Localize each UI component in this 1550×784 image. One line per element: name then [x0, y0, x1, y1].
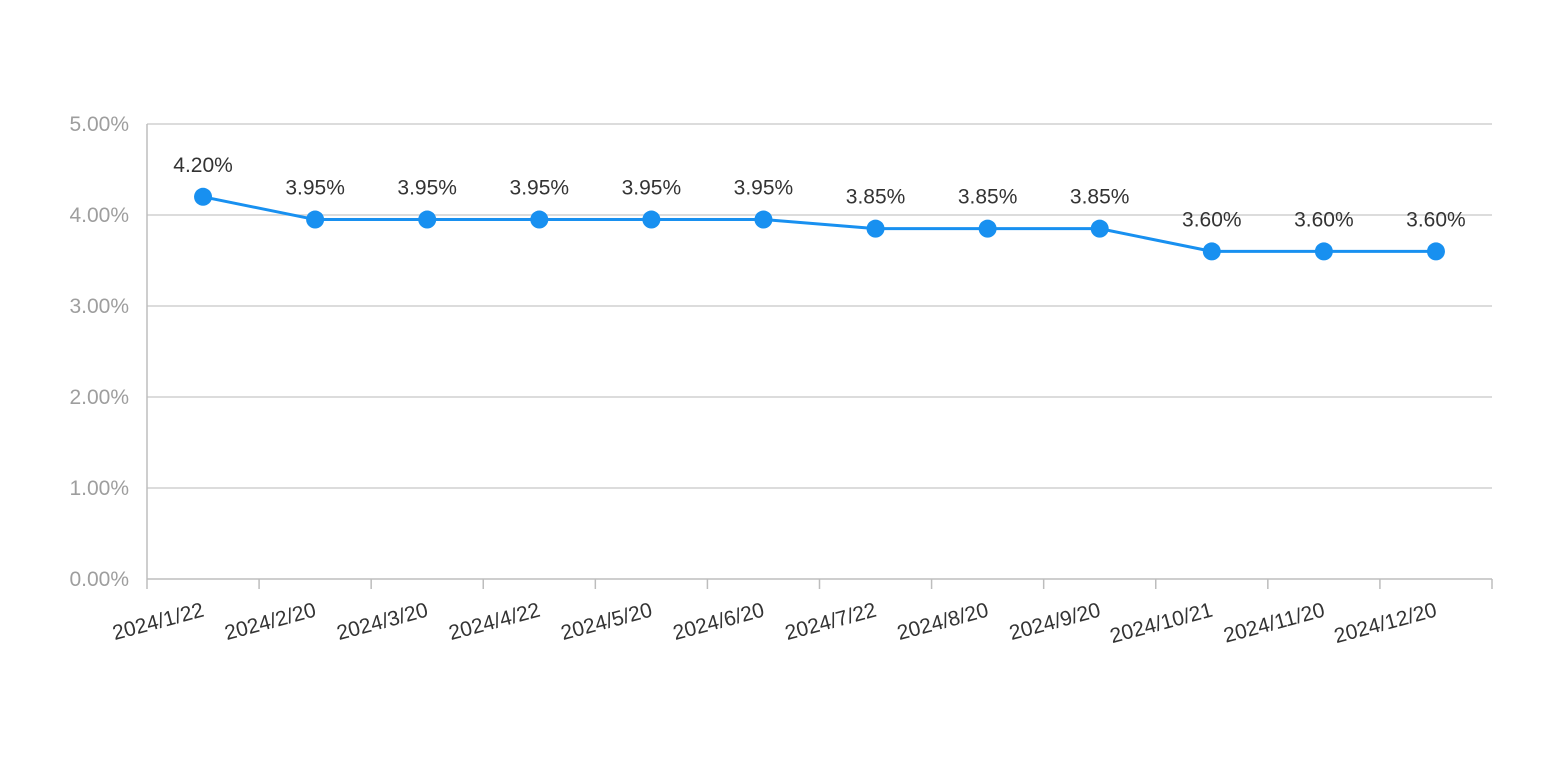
- x-axis-tick-labels: 2024/1/22 2024/2/20 2024/3/20 2024/4/22 2024…: [110, 599, 1439, 648]
- x-tick-label: 2024/9/20: [1007, 599, 1103, 645]
- gridlines: [147, 123, 1492, 489]
- x-tick-label: 2024/5/20: [558, 599, 654, 645]
- y-tick-label: 4.00%: [69, 204, 129, 227]
- y-axis-tick-labels: 0.00% 1.00% 2.00% 3.00% 4.00% 5.00%: [69, 113, 129, 591]
- x-tick-label: 2024/4/22: [446, 599, 542, 645]
- x-axis-tick-marks: [146, 579, 1493, 589]
- x-tick-label: 2024/11/20: [1221, 599, 1327, 648]
- data-label: 3.85%: [846, 186, 906, 209]
- data-point[interactable]: [1202, 242, 1221, 261]
- x-tick-label: 2024/12/20: [1332, 599, 1439, 648]
- y-tick-label: 5.00%: [69, 113, 129, 136]
- data-label: 3.95%: [622, 177, 682, 200]
- data-point[interactable]: [1090, 219, 1109, 238]
- data-point[interactable]: [866, 219, 885, 238]
- axes: [146, 124, 1492, 580]
- data-label: 3.95%: [510, 177, 570, 200]
- x-tick-label: 2024/1/22: [110, 599, 206, 645]
- data-label: 3.85%: [958, 186, 1018, 209]
- data-point[interactable]: [642, 210, 661, 229]
- y-tick-label: 2.00%: [69, 386, 129, 409]
- x-tick-label: 2024/6/20: [671, 599, 767, 645]
- data-label: 3.60%: [1406, 208, 1466, 231]
- data-label: 3.95%: [734, 177, 794, 200]
- data-label: 3.95%: [285, 177, 345, 200]
- x-tick-label: 2024/2/20: [222, 599, 318, 645]
- data-point[interactable]: [754, 210, 773, 229]
- data-labels: 4.20% 3.95% 3.95% 3.95% 3.95% 3.95% 3.85% 3.85%…: [173, 154, 1465, 232]
- series-group: [194, 187, 1445, 261]
- data-point[interactable]: [306, 210, 325, 229]
- data-label: 3.85%: [1070, 186, 1130, 209]
- y-tick-label: 1.00%: [69, 477, 129, 500]
- y-tick-label: 3.00%: [69, 295, 129, 318]
- data-label: 3.60%: [1182, 208, 1242, 231]
- data-point[interactable]: [418, 210, 437, 229]
- data-point[interactable]: [1314, 242, 1333, 261]
- x-tick-label: 2024/7/22: [783, 599, 879, 645]
- data-point[interactable]: [194, 187, 213, 206]
- y-tick-label: 0.00%: [69, 568, 129, 591]
- x-tick-label: 2024/3/20: [334, 599, 430, 645]
- data-label: 3.60%: [1294, 208, 1354, 231]
- x-tick-label: 2024/10/21: [1108, 599, 1215, 648]
- series-line: [202, 195, 1436, 253]
- data-label: 3.95%: [397, 177, 457, 200]
- data-point[interactable]: [978, 219, 997, 238]
- data-point[interactable]: [530, 210, 549, 229]
- x-tick-label: 2024/8/20: [895, 599, 991, 645]
- data-point[interactable]: [1426, 242, 1445, 261]
- data-label: 4.20%: [173, 154, 233, 177]
